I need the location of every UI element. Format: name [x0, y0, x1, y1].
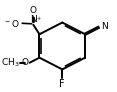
Text: CH$_3$: CH$_3$: [1, 56, 19, 69]
Text: O: O: [30, 6, 37, 15]
Text: F: F: [59, 79, 65, 89]
Text: N: N: [101, 22, 108, 31]
Text: $^-$O: $^-$O: [3, 18, 19, 29]
Text: $^+$: $^+$: [35, 17, 42, 23]
Text: N: N: [30, 15, 37, 24]
Text: O: O: [22, 58, 29, 67]
